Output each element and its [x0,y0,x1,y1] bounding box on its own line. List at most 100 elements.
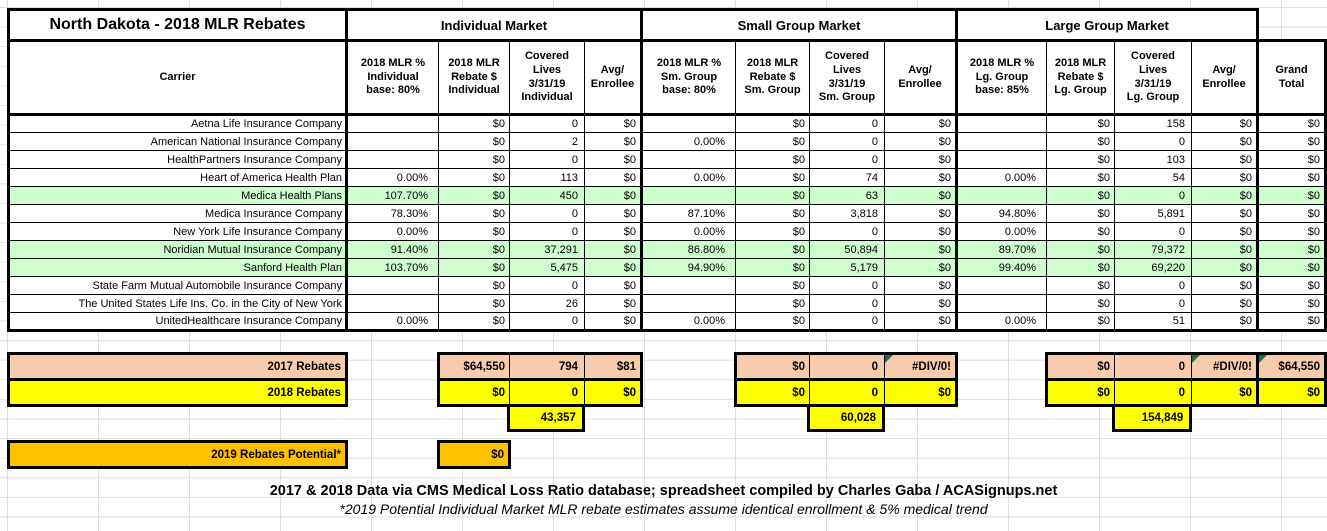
cell-s_avg[interactable]: $0 [884,168,958,187]
cell-i_reb[interactable]: $0 [438,276,510,295]
cell-i_lives[interactable]: 0 [509,312,585,332]
cell-l_mlr[interactable]: 0.00% [955,222,1048,241]
cell-l_avg[interactable]: $0 [1191,168,1259,187]
cell-s_mlr[interactable]: 0.00% [640,168,737,187]
cell-s_avg[interactable]: $0 [884,258,958,277]
cell-s_lives[interactable]: 0 [809,276,886,295]
cell-total[interactable]: $0 [1256,240,1327,259]
cell-i_reb[interactable]: $0 [438,150,510,169]
cell-total[interactable]: $0 [1256,186,1327,205]
cell-i_lives[interactable]: 5,475 [509,258,585,277]
cell-l_reb[interactable]: $0 [1046,132,1116,151]
cell-s_avg[interactable]: $0 [884,312,958,332]
cell-carrier[interactable]: Aetna Life Insurance Company [7,114,347,133]
cell-i_lives[interactable]: 37,291 [509,240,585,259]
section-header-small-group[interactable]: Small Group Market [640,8,959,42]
col-header-lg-lives[interactable]: Covered Lives 3/31/19 Lg. Group [1114,40,1193,116]
cell-s_reb[interactable]: $0 [735,150,811,169]
cell-i_avg[interactable]: $0 [583,312,643,332]
cell-l_mlr[interactable] [955,132,1048,151]
cell-s_avg[interactable]: $0 [884,114,958,133]
cell-2019-ind-rebate[interactable]: $0 [437,440,511,469]
cell-2017-sm-avg-error[interactable]: #DIV/0! [884,352,958,381]
cell-i_avg[interactable]: $0 [583,186,643,205]
cell-i_reb[interactable]: $0 [438,240,510,259]
cell-i_mlr[interactable] [345,150,439,169]
label-2017-rebates[interactable]: 2017 Rebates [7,352,348,381]
cell-2018-ind-rebate[interactable]: $0 [437,378,510,407]
cell-s_lives[interactable]: 5,179 [809,258,886,277]
cell-l_avg[interactable]: $0 [1191,204,1259,223]
cell-2017-sm-lives[interactable]: 0 [809,352,885,381]
cell-s_lives[interactable]: 0 [809,294,886,313]
cell-l_mlr[interactable]: 99.40% [955,258,1048,277]
cell-l_avg[interactable]: $0 [1191,258,1259,277]
cell-total[interactable]: $0 [1256,150,1327,169]
cell-l_avg[interactable]: $0 [1191,312,1259,332]
cell-i_mlr[interactable] [345,294,439,313]
cell-s_avg[interactable]: $0 [884,186,958,205]
cell-i_reb[interactable]: $0 [438,186,510,205]
cell-i_avg[interactable]: $0 [583,240,643,259]
cell-s_lives[interactable]: 3,818 [809,204,886,223]
cell-total[interactable]: $0 [1256,312,1327,332]
cell-2017-ind-avg[interactable]: $81 [584,352,643,381]
col-header-sm-mlr[interactable]: 2018 MLR % Sm. Group base: 80% [640,40,737,116]
cell-l_avg[interactable]: $0 [1191,294,1259,313]
cell-i_avg[interactable]: $0 [583,132,643,151]
cell-s_reb[interactable]: $0 [735,186,811,205]
cell-carrier[interactable]: Heart of America Health Plan [7,168,347,187]
cell-total[interactable]: $0 [1256,168,1327,187]
cell-l_mlr[interactable] [955,186,1048,205]
cell-s_avg[interactable]: $0 [884,276,958,295]
cell-s_lives[interactable]: 0 [809,150,886,169]
cell-i_reb[interactable]: $0 [438,132,510,151]
cell-i_mlr[interactable] [345,132,439,151]
cell-l_reb[interactable]: $0 [1046,222,1116,241]
cell-2018-lg-rebate[interactable]: $0 [1045,378,1115,407]
cell-s_reb[interactable]: $0 [735,168,811,187]
cell-i_mlr[interactable]: 78.30% [345,204,439,223]
cell-i_reb[interactable]: $0 [438,168,510,187]
cell-i_lives[interactable]: 0 [509,204,585,223]
cell-2017-lg-lives[interactable]: 0 [1114,352,1192,381]
cell-i_reb[interactable]: $0 [438,222,510,241]
cell-l_reb[interactable]: $0 [1046,276,1116,295]
col-header-sm-avg[interactable]: Avg/ Enrollee [884,40,958,116]
cell-i_lives[interactable]: 450 [509,186,585,205]
label-2019-rebates-potential[interactable]: 2019 Rebates Potential* [7,440,348,469]
cell-i_lives[interactable]: 0 [509,150,585,169]
col-header-sm-rebate[interactable]: 2018 MLR Rebate $ Sm. Group [735,40,811,116]
cell-carrier[interactable]: Medica Insurance Company [7,204,347,223]
cell-s_mlr[interactable]: 0.00% [640,222,737,241]
cell-l_lives[interactable]: 5,891 [1114,204,1193,223]
cell-i_avg[interactable]: $0 [583,150,643,169]
label-2018-rebates[interactable]: 2018 Rebates [7,378,348,407]
cell-s_mlr[interactable] [640,294,737,313]
cell-total[interactable]: $0 [1256,222,1327,241]
cell-carrier[interactable]: Medica Health Plans [7,186,347,205]
cell-l_reb[interactable]: $0 [1046,312,1116,332]
cell-carrier[interactable]: Sanford Health Plan [7,258,347,277]
cell-s_lives[interactable]: 0 [809,222,886,241]
cell-l_mlr[interactable]: 89.70% [955,240,1048,259]
cell-2018-sm-lives[interactable]: 0 [809,378,885,407]
cell-s_mlr[interactable]: 0.00% [640,312,737,332]
sheet-title[interactable]: North Dakota - 2018 MLR Rebates [7,8,348,42]
cell-l_lives[interactable]: 51 [1114,312,1193,332]
cell-l_mlr[interactable] [955,276,1048,295]
cell-s_lives[interactable]: 0 [809,312,886,332]
cell-l_lives[interactable]: 0 [1114,222,1193,241]
cell-s_avg[interactable]: $0 [884,294,958,313]
cell-l_avg[interactable]: $0 [1191,276,1259,295]
cell-i_lives[interactable]: 0 [509,114,585,133]
cell-l_reb[interactable]: $0 [1046,240,1116,259]
cell-s_mlr[interactable] [640,276,737,295]
cell-i_mlr[interactable] [345,114,439,133]
cell-l_mlr[interactable] [955,294,1048,313]
cell-s_reb[interactable]: $0 [735,240,811,259]
cell-s_avg[interactable]: $0 [884,204,958,223]
cell-i_mlr[interactable]: 103.70% [345,258,439,277]
cell-i_avg[interactable]: $0 [583,222,643,241]
cell-l_reb[interactable]: $0 [1046,294,1116,313]
